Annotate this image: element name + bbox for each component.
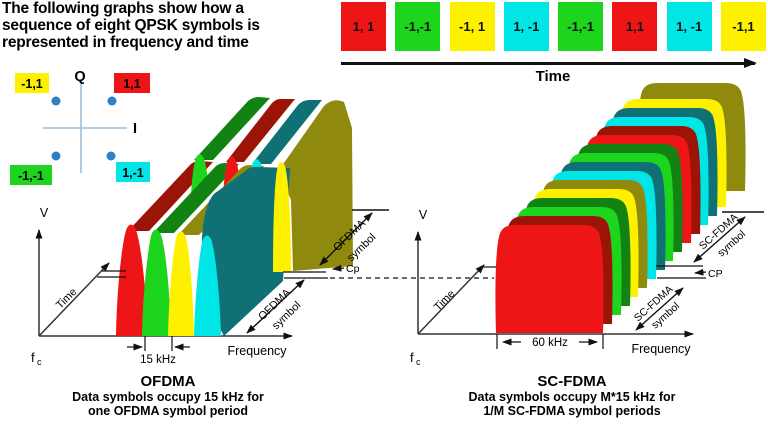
sequence-symbol: -1,-1 — [395, 2, 441, 51]
sequence-symbol: 1, -1 — [503, 2, 549, 51]
sequence-symbol: 1, -1 — [666, 2, 712, 51]
ofdma-caption-title: OFDMA — [140, 373, 196, 390]
ofdma-back-wall — [226, 98, 295, 162]
ofdma-subcarrier-fin — [168, 231, 194, 336]
scfdma-symbol-slabs — [495, 83, 746, 333]
ofdma-caption-line: one OFDMA symbol period — [88, 403, 248, 418]
sequence-symbol: -1, 1 — [449, 2, 495, 51]
ofdma-caption: OFDMA Data symbols occupy 15 kHz for one… — [8, 373, 328, 418]
scfdma-time-axis-label: Time — [432, 288, 457, 313]
scfdma-frequency-axis-label: Frequency — [631, 342, 691, 356]
cp-pointer-arrow — [332, 264, 345, 272]
scfdma-v-axis-label: V — [419, 208, 428, 222]
scfdma-slab-face — [495, 225, 604, 333]
time-arrowhead-icon — [744, 57, 757, 68]
scfdma-symbol-arrow — [635, 287, 684, 331]
ofdma-back-subcarrier-fin — [273, 162, 291, 272]
scfdma-fc-label: f — [410, 350, 414, 365]
time-arrow-line — [341, 57, 757, 68]
constellation-label-box — [15, 73, 49, 93]
constellation-point — [51, 96, 61, 106]
ofdma-subcarrier-fin — [194, 235, 221, 336]
title-line-1: The following graphs show how a — [2, 0, 244, 17]
title-line-3: represented in frequency and time — [2, 34, 249, 51]
sequence-symbol: -1,1 — [720, 2, 766, 51]
time-arrow: Time — [341, 57, 765, 85]
ofdma-symbol-arrow — [246, 279, 305, 334]
scfdma-caption-line: Data symbols occupy M*15 kHz for — [468, 390, 676, 404]
constellation-label-box — [116, 162, 150, 182]
scfdma-bandwidth-label: 60 kHz — [532, 337, 568, 349]
scfdma-cp-label: CP — [708, 268, 723, 280]
sequence-symbol: -1,-1 — [558, 2, 604, 51]
constellation-label-box — [114, 73, 150, 93]
ofdma-plot: OFDMA symbol Cp OFDMA symbol V Time Freq… — [31, 97, 494, 367]
ofdma-fc-sub: c — [37, 357, 42, 367]
ofdma-cp-label: Cp — [346, 263, 360, 275]
ofdma-frequency-axis-label: Frequency — [227, 344, 287, 358]
scfdma-caption-title: SC-FDMA — [537, 373, 607, 390]
ofdma-time-axis — [38, 262, 110, 337]
constellation-point — [106, 151, 116, 161]
sequence-symbol: 1,1 — [612, 2, 658, 51]
constellation-label-box — [10, 165, 52, 185]
ofdma-subcarrier-fin — [116, 224, 148, 336]
title-line-2: sequence of eight QPSK symbols is — [2, 17, 260, 34]
scfdma-time-axis — [417, 264, 485, 335]
ofdma-front-wall — [128, 161, 213, 231]
ofdma-front-wall — [153, 163, 239, 233]
constellation-point — [51, 151, 61, 161]
scfdma-fc-sub: c — [416, 357, 421, 367]
cp-pointer-arrow — [694, 268, 707, 276]
constellation-point — [107, 96, 117, 106]
ofdma-bandwidth-label: 15 kHz — [140, 354, 176, 366]
constellation-label: -1,1 — [21, 77, 43, 91]
q-axis-label: Q — [74, 69, 85, 85]
ofdma-fc-label: f — [31, 350, 35, 365]
i-axis-label: I — [133, 121, 137, 137]
ofdma-back-wall — [252, 100, 322, 164]
sequence-symbol: 1, 1 — [341, 2, 386, 51]
ofdma-symbol-arrow — [319, 212, 373, 266]
ofdma-subcarrier-fin — [142, 229, 171, 336]
scfdma-caption: SC-FDMA Data symbols occupy M*15 kHz for… — [412, 373, 732, 418]
scfdma-caption-line: 1/M SC-FDMA symbol periods — [483, 403, 661, 418]
scfdma-symbol-arrow — [693, 216, 746, 263]
time-arrow-label: Time — [535, 67, 571, 85]
slide-title: The following graphs show how a sequence… — [2, 0, 332, 51]
constellation-label: 1,-1 — [122, 166, 144, 180]
constellation-label: 1,1 — [123, 77, 140, 91]
ofdma-back-wall — [194, 97, 270, 160]
scfdma-plot: SC-FDMA symbol CP SC-FDMA symbol V Time … — [410, 83, 764, 367]
ofdma-caption-line: Data symbols occupy 15 kHz for — [72, 390, 264, 404]
qpsk-constellation: Q I -1,1 1,1 -1,-1 1,-1 — [10, 69, 150, 185]
constellation-label: -1,-1 — [18, 169, 44, 183]
ofdma-v-axis-label: V — [40, 206, 49, 220]
qpsk-symbol-sequence: 1, 1 -1,-1 -1, 1 1, -1 -1,-1 1,1 1, -1 -… — [341, 2, 766, 52]
